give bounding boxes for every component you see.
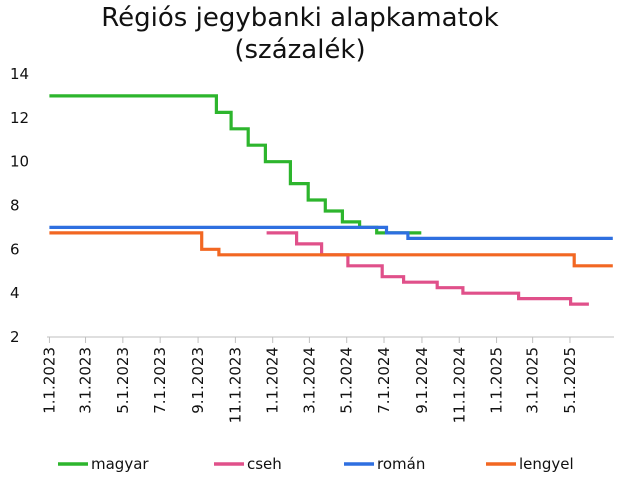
y-tick-label: 6 <box>10 240 20 258</box>
x-tick-label: 1.1.2025 <box>488 347 506 414</box>
x-tick-label: 7.1.2024 <box>375 347 393 414</box>
x-tick-label: 5.1.2023 <box>114 347 132 414</box>
series-line-cseh <box>266 231 589 306</box>
series-line-lengyel <box>49 231 613 268</box>
y-axis: 2 4 6 8 10 12 14 <box>10 65 29 346</box>
chart-title-line-1: Régiós jegybanki alapkamatok <box>101 3 499 33</box>
legend-label-cseh: cseh <box>247 455 282 473</box>
x-tick-label: 3.1.2023 <box>77 347 95 414</box>
x-tick-label: 5.1.2024 <box>338 347 356 414</box>
chart-title: Régiós jegybanki alapkamatok (százalék) <box>0 2 600 66</box>
series-line-román <box>49 225 613 240</box>
y-tick-label: 14 <box>10 65 29 83</box>
legend-label-lengyel: lengyel <box>519 455 574 473</box>
x-tick-label: 11.1.2023 <box>226 347 244 423</box>
x-tick-label: 3.1.2025 <box>524 347 542 414</box>
series-layer <box>49 94 613 306</box>
legend-label-román: román <box>377 455 425 473</box>
y-tick-label: 10 <box>10 153 29 171</box>
x-tick-label: 1.1.2024 <box>264 347 282 414</box>
legend: magyar cseh román lengyel <box>58 455 574 473</box>
y-tick-label: 2 <box>10 328 20 346</box>
x-tick-label: 9.1.2024 <box>413 347 431 414</box>
x-tick-label: 9.1.2023 <box>189 347 207 414</box>
x-tick-label: 3.1.2024 <box>300 347 318 414</box>
x-tick-label: 7.1.2023 <box>151 347 169 414</box>
series-line-magyar <box>49 94 422 235</box>
y-tick-label: 4 <box>10 284 20 302</box>
chart-title-line-2: (százalék) <box>234 35 366 65</box>
x-tick-label: 5.1.2025 <box>561 347 579 414</box>
y-tick-label: 8 <box>10 197 20 215</box>
x-axis: 1.1.2023 3.1.2023 5.1.2023 7.1.2023 9.1.2023… <box>40 336 614 423</box>
legend-label-magyar: magyar <box>91 455 149 473</box>
x-tick-label: 11.1.2024 <box>450 347 468 423</box>
x-tick-label: 1.1.2023 <box>40 347 58 414</box>
y-tick-label: 12 <box>10 109 29 127</box>
